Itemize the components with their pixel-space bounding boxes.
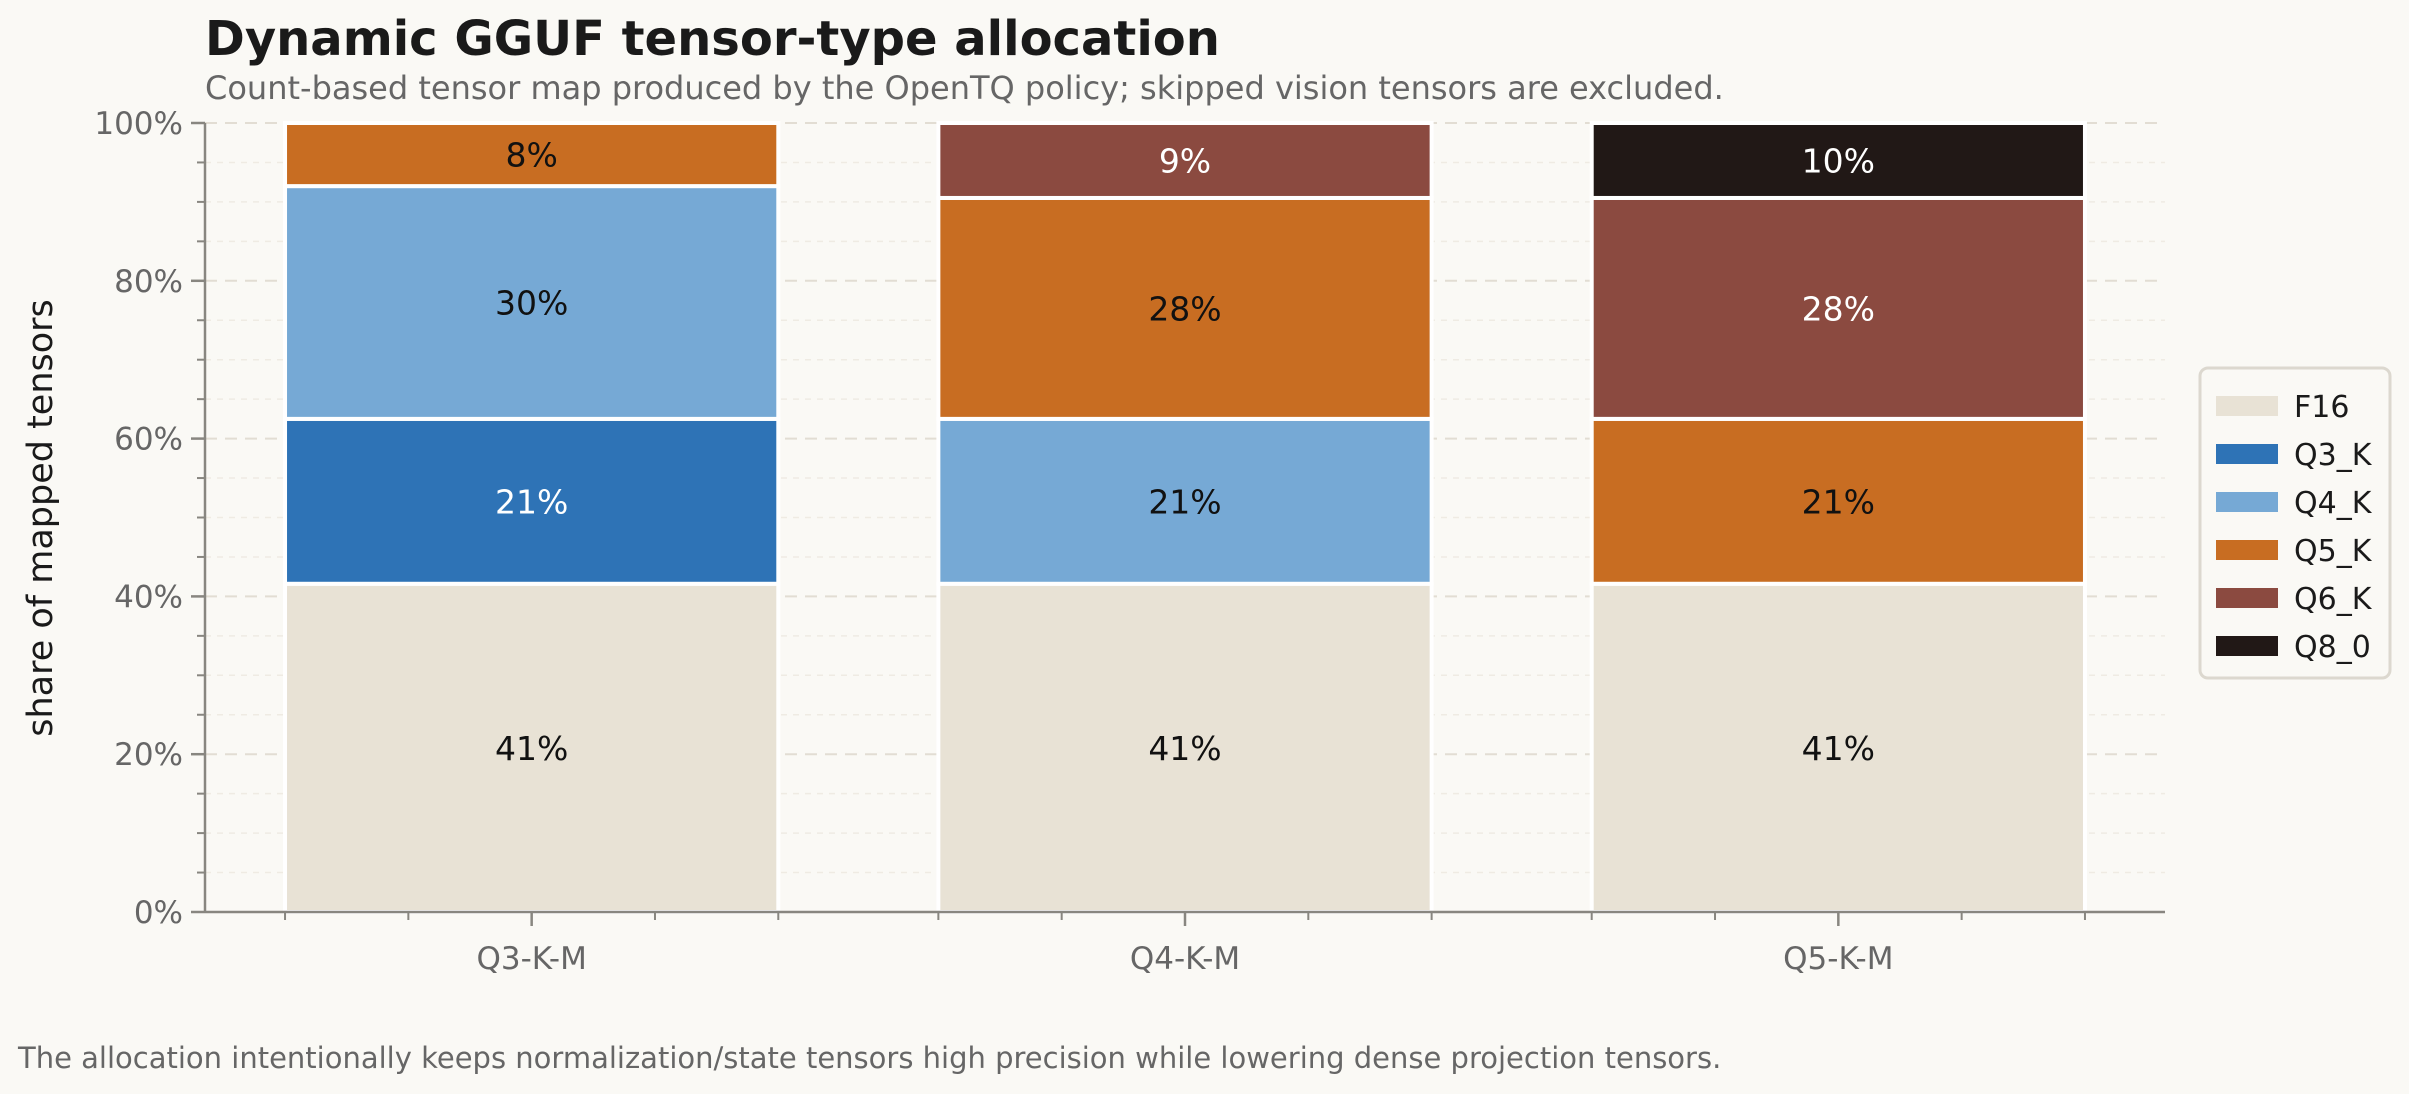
legend-swatch — [2216, 588, 2278, 608]
legend-swatch — [2216, 540, 2278, 560]
chart-subtitle: Count-based tensor map produced by the O… — [205, 69, 1724, 107]
bar-segment-Q3-K-M-Q3_K — [283, 416, 781, 586]
data-label: 8% — [505, 136, 557, 175]
bar-segment-Q5-K-M-F16 — [1589, 581, 2087, 914]
legend-item-Q8_0: Q8_0 — [2216, 630, 2371, 665]
legend: F16 Q3_K Q4_K Q5_K Q6_K Q8_0 — [2198, 366, 2392, 680]
bar-segment-Q5-K-M-Q8_0 — [1589, 121, 2087, 200]
axes: 0% 20% 40% 60% 80% 100% Q3-K-M Q4-K-M Q5-K-M — [94, 106, 2165, 977]
y-tick-label: 40% — [114, 579, 183, 615]
legend-swatch — [2216, 396, 2278, 416]
x-tick-label: Q5-K-M — [1783, 941, 1893, 977]
bar-stack-Q4-K-M: 41% 21% 28% 9% — [936, 121, 1434, 914]
data-label: 30% — [495, 283, 568, 322]
y-tick-label: 100% — [94, 106, 183, 142]
x-tick-label: Q4-K-M — [1130, 941, 1240, 977]
legend-label: Q6_K — [2294, 582, 2373, 617]
data-label: 21% — [495, 482, 568, 521]
data-label: 41% — [495, 729, 568, 768]
data-label: 10% — [1802, 141, 1875, 180]
bar-stack-Q5-K-M: 41% 21% 28% 10% — [1589, 121, 2087, 914]
legend-label: Q8_0 — [2294, 630, 2371, 665]
legend-label: Q4_K — [2294, 486, 2373, 521]
data-label: 28% — [1802, 289, 1875, 328]
bar-segment-Q3-K-M-Q5_K — [283, 121, 781, 189]
y-tick-label: 0% — [134, 895, 183, 931]
data-label: 41% — [1802, 729, 1875, 768]
legend-item-Q3_K: Q3_K — [2216, 438, 2373, 473]
legend-swatch — [2216, 444, 2278, 464]
bars: 41% 21% 30% 8% 41% 21% 28% 9% 41% 21% 28% 10% — [283, 121, 2087, 914]
data-label: 9% — [1159, 141, 1211, 180]
data-label: 28% — [1148, 289, 1221, 328]
legend-item-Q5_K: Q5_K — [2216, 534, 2373, 569]
data-label: 21% — [1148, 482, 1221, 521]
data-label: 21% — [1802, 482, 1875, 521]
y-tick-label: 20% — [114, 737, 183, 773]
legend-item-F16: F16 — [2216, 390, 2349, 425]
legend-label: F16 — [2294, 390, 2349, 425]
chart-title: Dynamic GGUF tensor-type allocation — [205, 11, 1220, 67]
bar-segment-Q4-K-M-F16 — [936, 581, 1434, 914]
footnote: The allocation intentionally keeps norma… — [17, 1041, 1721, 1075]
y-axis-label: share of mapped tensors — [21, 299, 61, 737]
data-label: 41% — [1148, 729, 1221, 768]
bar-segment-Q4-K-M-Q5_K — [936, 195, 1434, 421]
bar-segment-Q5-K-M-Q6_K — [1589, 195, 2087, 421]
legend-item-Q6_K: Q6_K — [2216, 582, 2373, 617]
legend-label: Q3_K — [2294, 438, 2373, 473]
y-tick-label: 60% — [114, 422, 183, 458]
y-tick-label: 80% — [114, 264, 183, 300]
bar-stack-Q3-K-M: 41% 21% 30% 8% — [283, 121, 781, 914]
legend-swatch — [2216, 636, 2278, 656]
x-tick-label: Q3-K-M — [477, 941, 587, 977]
legend-item-Q4_K: Q4_K — [2216, 486, 2373, 521]
legend-swatch — [2216, 492, 2278, 512]
bar-segment-Q4-K-M-Q6_K — [936, 121, 1434, 200]
bar-segment-Q3-K-M-Q4_K — [283, 184, 781, 421]
legend-label: Q5_K — [2294, 534, 2373, 569]
